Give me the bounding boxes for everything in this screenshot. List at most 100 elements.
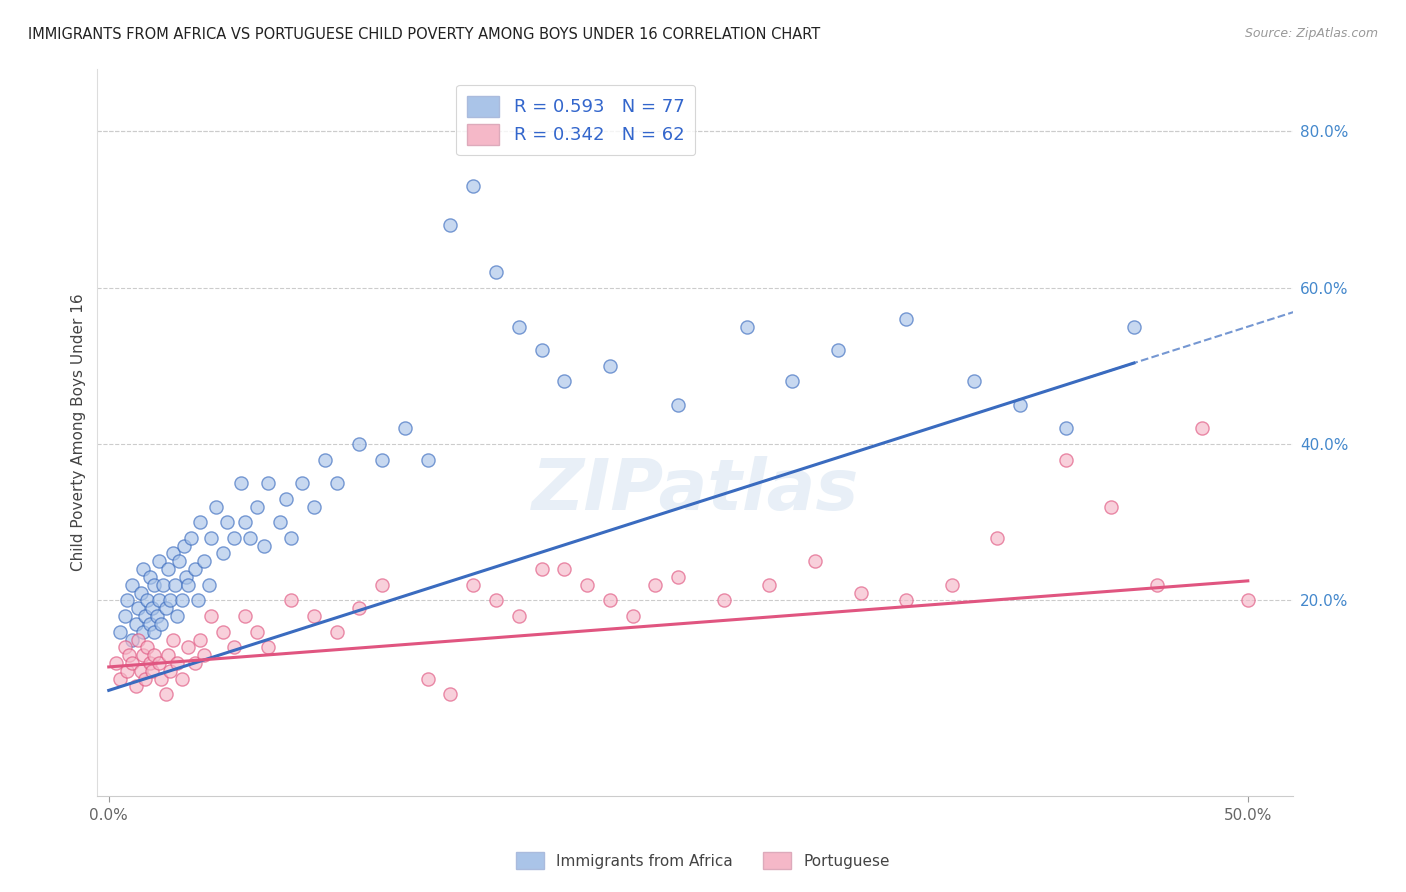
Point (894, 593, 917, 607)
Point (269, 515, 291, 529)
Point (148, 593, 170, 607)
Point (229, 476, 252, 491)
Point (170, 593, 193, 607)
Point (148, 554, 170, 568)
Point (485, 593, 508, 607)
Point (239, 531, 262, 545)
Point (1236, 593, 1258, 607)
Point (325, 476, 347, 491)
Point (1099, 500, 1122, 514)
Point (104, 656, 127, 670)
Point (463, 178, 485, 193)
Point (139, 570, 162, 584)
Point (166, 656, 188, 670)
Point (314, 452, 336, 467)
Point (211, 624, 233, 639)
Point (188, 515, 211, 529)
Point (184, 656, 207, 670)
Point (125, 616, 148, 631)
Point (530, 343, 553, 358)
Point (1054, 452, 1077, 467)
Point (804, 554, 827, 568)
Point (141, 601, 163, 615)
Point (849, 585, 872, 599)
Point (211, 547, 233, 561)
Point (416, 672, 439, 686)
Point (162, 632, 184, 647)
Point (121, 656, 143, 670)
Point (166, 609, 188, 624)
Point (188, 632, 211, 647)
Point (143, 578, 166, 592)
Point (177, 578, 200, 592)
Point (114, 640, 136, 655)
Point (134, 672, 156, 686)
Point (143, 624, 166, 639)
Point (121, 578, 143, 592)
Point (200, 531, 222, 545)
Point (132, 624, 155, 639)
Point (121, 632, 143, 647)
Point (155, 687, 177, 701)
Point (758, 578, 780, 592)
Point (114, 609, 136, 624)
Point (156, 648, 179, 663)
Point (1054, 421, 1077, 435)
Point (170, 672, 193, 686)
Legend: Immigrants from Africa, Portuguese: Immigrants from Africa, Portuguese (510, 846, 896, 875)
Point (150, 616, 173, 631)
Point (257, 476, 280, 491)
Point (127, 601, 149, 615)
Text: IMMIGRANTS FROM AFRICA VS PORTUGUESE CHILD POVERTY AMONG BOYS UNDER 16 CORRELATI: IMMIGRANTS FROM AFRICA VS PORTUGUESE CHI… (28, 27, 820, 42)
Point (143, 648, 166, 663)
Point (530, 562, 553, 576)
Point (439, 687, 461, 701)
Point (134, 609, 156, 624)
Point (553, 375, 575, 389)
Point (291, 476, 314, 491)
Point (735, 319, 758, 334)
Point (963, 375, 986, 389)
Point (108, 672, 131, 686)
Point (198, 578, 221, 592)
Point (169, 554, 191, 568)
Point (187, 593, 209, 607)
Point (150, 672, 173, 686)
Point (439, 218, 461, 232)
Point (204, 500, 226, 514)
Point (553, 562, 575, 576)
Legend: R = 0.593   N = 77, R = 0.342   N = 62: R = 0.593 N = 77, R = 0.342 N = 62 (456, 85, 696, 155)
Point (941, 578, 963, 592)
Point (257, 640, 280, 655)
Point (139, 656, 162, 670)
Point (246, 500, 269, 514)
Point (152, 578, 174, 592)
Point (713, 593, 735, 607)
Point (576, 578, 599, 592)
Point (1146, 578, 1168, 592)
Point (125, 680, 148, 694)
Point (621, 609, 644, 624)
Point (200, 609, 222, 624)
Point (136, 640, 159, 655)
Point (644, 578, 666, 592)
Point (115, 593, 138, 607)
Point (217, 515, 239, 529)
Point (349, 601, 371, 615)
Point (253, 539, 276, 553)
Point (159, 593, 181, 607)
Point (280, 593, 302, 607)
Point (108, 624, 131, 639)
Point (162, 547, 184, 561)
Point (129, 664, 152, 678)
Point (463, 578, 485, 592)
Point (155, 601, 177, 615)
Point (180, 531, 202, 545)
Point (115, 664, 138, 678)
Point (235, 515, 257, 529)
Point (222, 640, 245, 655)
Point (184, 562, 207, 576)
Point (132, 648, 155, 663)
Point (235, 609, 257, 624)
Point (139, 616, 162, 631)
